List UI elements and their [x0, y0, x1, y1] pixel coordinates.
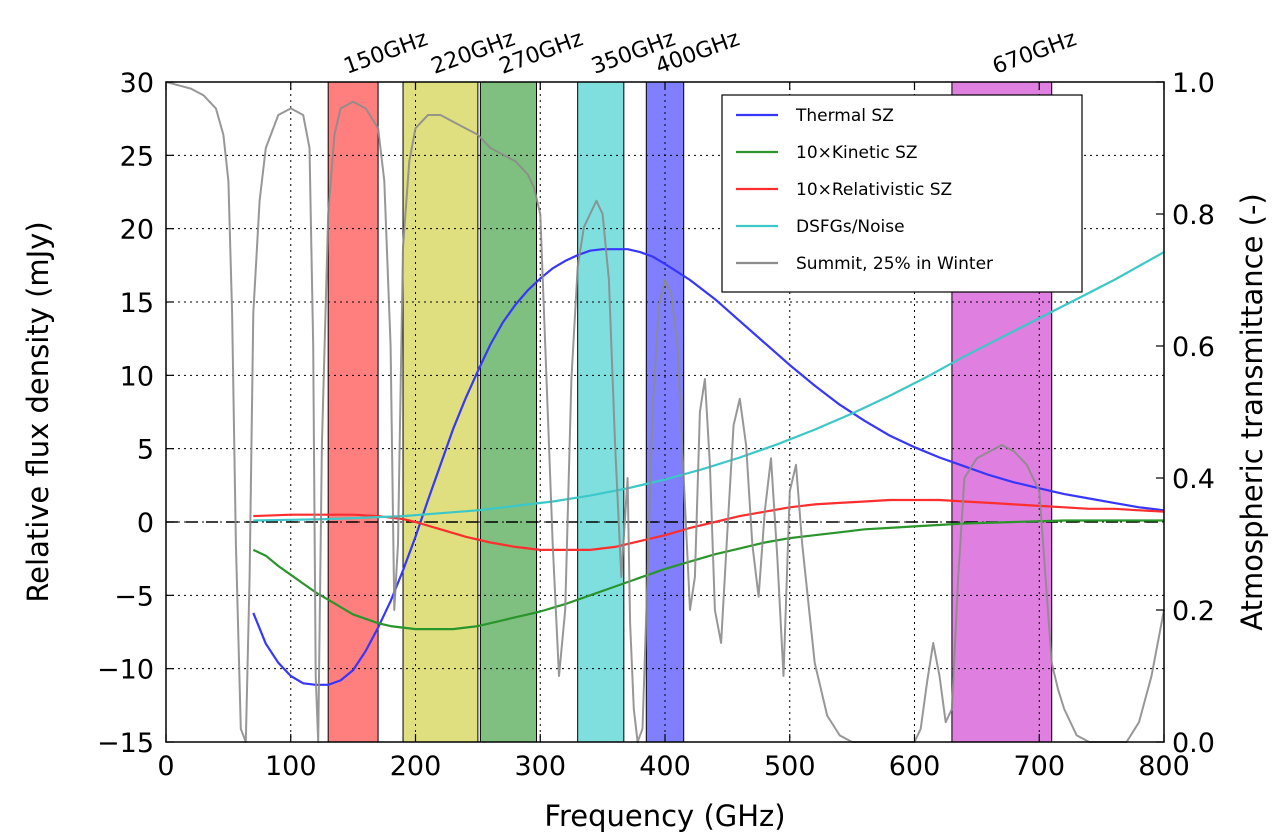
y-tick-label: 25: [120, 141, 154, 172]
y-tick-label: −10: [97, 655, 154, 686]
x-tick-label: 800: [1138, 751, 1190, 782]
y2-tick-label: 0.4: [1172, 464, 1215, 495]
band-270GHz: [479, 81, 538, 743]
y-tick-label: 10: [120, 361, 154, 392]
series-line-2: [253, 498, 1165, 552]
band-350GHz: [577, 81, 625, 743]
y-tick-label: 5: [137, 435, 154, 466]
y-tick-label: 30: [120, 68, 154, 99]
y2-tick-label: 1.0: [1172, 68, 1215, 99]
band-220GHz: [402, 81, 479, 743]
y-axis-label: Relative flux density (mJy): [21, 221, 55, 602]
legend-box: [721, 94, 1083, 293]
band-label: 670GHz: [989, 26, 1079, 79]
y-tick-label: −5: [114, 581, 154, 612]
series-line-0: [252, 248, 1165, 686]
y-tick-label: −15: [97, 728, 154, 759]
y-tick-label: 20: [120, 215, 154, 246]
y2-tick-label: 0.0: [1172, 728, 1215, 759]
series-line-3: [253, 251, 1165, 522]
band-150GHz: [327, 81, 379, 743]
legend-entry: DSFGs/Noise: [796, 217, 905, 237]
x-tick-label: 700: [1013, 751, 1065, 782]
legend-entry: 10×Relativistic SZ: [796, 180, 952, 200]
y2-tick-label: 0.6: [1172, 332, 1215, 363]
legend: Thermal SZ 10×Kinetic SZ 10×Relativistic S…: [721, 94, 1083, 293]
series-line-1: [252, 519, 1164, 631]
y2-axis-label: Atmospheric transmittance (-): [1235, 193, 1269, 630]
legend-entry: Thermal SZ: [795, 106, 894, 126]
legend-entry: 10×Kinetic SZ: [796, 143, 918, 163]
y-tick-label: 0: [137, 508, 154, 539]
x-axis-label: Frequency (GHz): [544, 799, 785, 833]
x-tick-label: 100: [265, 751, 317, 782]
band-label: 150GHz: [341, 26, 431, 79]
legend-entry: Summit, 25% in Winter: [796, 254, 993, 274]
x-tick-label: 0: [157, 751, 174, 782]
axis-ticks: 0 100 200 300 400 500 600 700 800 −15 −10 −5 0 5 10 15 2…: [97, 68, 1215, 782]
x-tick-label: 400: [639, 751, 691, 782]
x-tick-label: 500: [764, 751, 816, 782]
x-tick-label: 200: [390, 751, 442, 782]
y-tick-label: 15: [120, 288, 154, 319]
y2-tick-label: 0.8: [1172, 200, 1215, 231]
x-tick-label: 600: [889, 751, 941, 782]
y2-tick-label: 0.2: [1172, 596, 1215, 627]
x-tick-label: 300: [514, 751, 566, 782]
